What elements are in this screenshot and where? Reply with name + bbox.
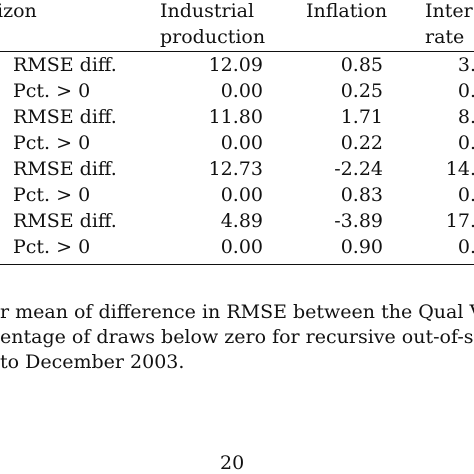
cell-industrial: 12.73	[208, 158, 263, 180]
cell-inflation: 0.25	[340, 80, 383, 102]
cell-interest: 0.	[457, 132, 474, 154]
cell-industrial: 4.89	[220, 210, 263, 232]
cell-interest: 0.	[457, 80, 474, 102]
row-label: Pct. > 0	[13, 132, 91, 154]
cell-interest: 8.	[457, 106, 474, 128]
row-label: RMSE diff.	[13, 210, 117, 232]
cell-interest: 3.	[457, 54, 474, 76]
cell-industrial: 0.00	[220, 236, 263, 258]
row-label: RMSE diff.	[13, 54, 117, 76]
page-number: 20	[220, 452, 245, 474]
cell-inflation: 0.85	[340, 54, 383, 76]
cell-industrial: 11.80	[208, 106, 263, 128]
cell-industrial: 0.00	[220, 184, 263, 206]
table-bottom-rule	[0, 264, 474, 266]
cell-inflation: -3.89	[334, 210, 383, 232]
row-label: RMSE diff.	[13, 158, 117, 180]
footnote-line-2: entage of draws below zero for recursive…	[0, 326, 474, 348]
header-industrial-line1: Industrial	[160, 0, 255, 22]
footnote-line-3: to December 2003.	[0, 351, 185, 373]
table-header-rule	[0, 51, 474, 53]
cell-inflation: 0.22	[340, 132, 383, 154]
header-industrial-line2: production	[160, 26, 266, 48]
row-label: Pct. > 0	[13, 184, 91, 206]
cell-interest: 14.	[445, 158, 474, 180]
cell-inflation: 1.71	[340, 106, 383, 128]
cell-interest: 0.	[457, 184, 474, 206]
cell-inflation: 0.90	[340, 236, 383, 258]
row-label: Pct. > 0	[13, 236, 91, 258]
header-interest-line1: Inter	[425, 0, 473, 22]
header-inflation: Inflation	[306, 0, 388, 22]
cell-industrial: 0.00	[220, 80, 263, 102]
footnote-line-1: r mean of difference in RMSE between the…	[0, 301, 474, 323]
cell-industrial: 0.00	[220, 132, 263, 154]
cell-inflation: -2.24	[334, 158, 383, 180]
header-interest-line2: rate	[425, 26, 465, 48]
row-label: RMSE diff.	[13, 106, 117, 128]
row-label: Pct. > 0	[13, 80, 91, 102]
cell-industrial: 12.09	[208, 54, 263, 76]
header-horizon: izon	[0, 0, 37, 22]
cell-inflation: 0.83	[340, 184, 383, 206]
cell-interest: 0.	[457, 236, 474, 258]
cell-interest: 17.	[445, 210, 474, 232]
